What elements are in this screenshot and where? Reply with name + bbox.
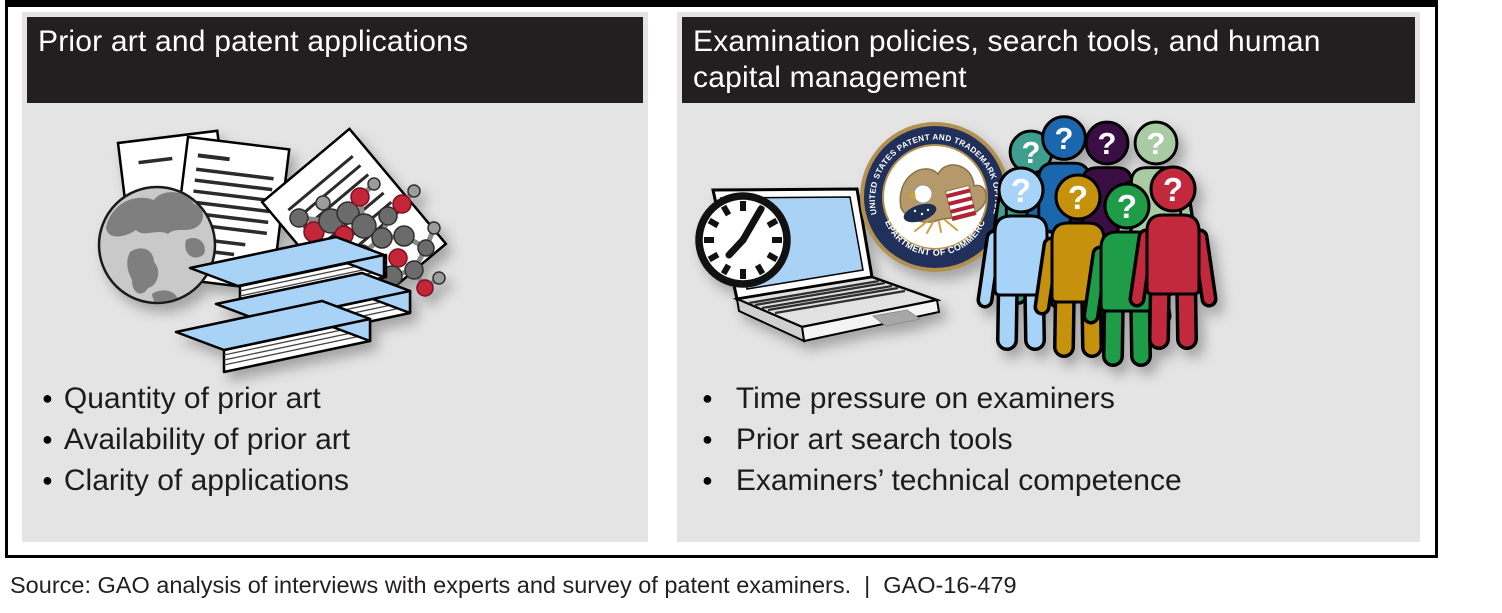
bullet-icon: ● xyxy=(702,470,713,490)
figure-frame: Prior art and patent applications xyxy=(5,0,1438,558)
question-mark-icon: ? xyxy=(1098,126,1117,161)
source-line: Source: GAO analysis of interviews with … xyxy=(10,572,1017,599)
list-item: ● Prior art search tools xyxy=(702,419,1182,460)
prior-art-illustration xyxy=(92,118,448,374)
bullet-text: Examiners’ technical competence xyxy=(735,464,1182,497)
list-item: ● Availability of prior art xyxy=(42,419,350,460)
list-item: ● Examiners’ technical competence xyxy=(702,460,1182,501)
clock-icon xyxy=(695,192,791,288)
bullet-icon: ● xyxy=(702,388,713,408)
source-text: Source: GAO analysis of interviews with … xyxy=(10,572,852,598)
books-icon xyxy=(174,235,412,374)
report-id: GAO-16-479 xyxy=(883,572,1017,598)
bullet-text: Quantity of prior art xyxy=(63,382,321,415)
examination-illustration: UNITED STATES PATENT AND TRADEMARK OFFIC… xyxy=(684,104,1267,374)
question-mark-icon: ? xyxy=(1147,126,1166,161)
question-mark-icon: ? xyxy=(1055,121,1074,156)
question-mark-icon: ? xyxy=(1068,179,1088,216)
list-item: ● Time pressure on examiners xyxy=(702,378,1182,419)
list-item: ● Quantity of prior art xyxy=(42,378,350,419)
bullet-icon: ● xyxy=(42,388,53,408)
bullet-text: Prior art search tools xyxy=(735,423,1013,456)
examination-illustration-svg: UNITED STATES PATENT AND TRADEMARK OFFIC… xyxy=(684,104,1267,374)
prior-art-illustration-svg xyxy=(97,127,448,374)
question-mark-icon: ? xyxy=(1117,188,1137,225)
panel-prior-art: Prior art and patent applications xyxy=(22,12,648,542)
panel-title-examination: Examination policies, search tools, and … xyxy=(682,17,1415,103)
bullet-text: Availability of prior art xyxy=(63,423,351,456)
bullet-text: Time pressure on examiners xyxy=(735,382,1115,415)
panel-title-prior-art: Prior art and patent applications xyxy=(27,17,643,103)
examiners-group: ? ? ? ? xyxy=(985,117,1209,356)
question-mark-icon: ? xyxy=(1011,172,1031,209)
book-3 xyxy=(174,299,372,374)
bullet-icon: ● xyxy=(702,429,713,449)
bullet-text: Clarity of applications xyxy=(63,464,350,497)
bullet-icon: ● xyxy=(42,470,53,490)
question-mark-icon: ? xyxy=(1163,171,1183,208)
bullet-icon: ● xyxy=(42,429,53,449)
source-separator: | xyxy=(864,572,871,598)
panel-examination: Examination policies, search tools, and … xyxy=(677,12,1420,542)
seal-eagle xyxy=(899,164,987,234)
question-mark-icon: ? xyxy=(1022,135,1041,170)
list-item: ● Clarity of applications xyxy=(42,460,350,501)
examination-bullet-list: ● Time pressure on examiners ● Prior art… xyxy=(702,378,1182,501)
globe-icon xyxy=(97,185,217,305)
prior-art-bullet-list: ● Quantity of prior art ● Availability o… xyxy=(42,378,350,501)
